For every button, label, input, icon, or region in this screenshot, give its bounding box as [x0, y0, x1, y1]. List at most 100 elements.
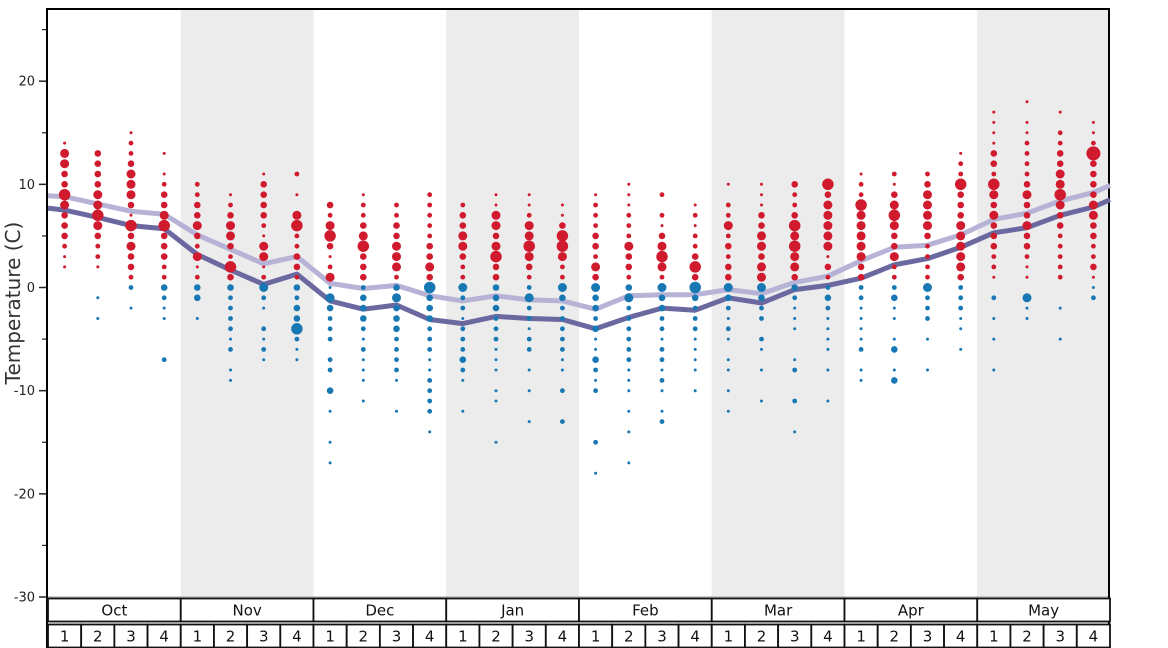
warm-temperature-dot: [127, 232, 135, 240]
month-label-apr: Apr: [898, 602, 925, 620]
cold-temperature-dot: [393, 284, 400, 291]
warm-temperature-dot: [161, 264, 167, 270]
cold-temperature-dot: [160, 284, 168, 291]
warm-temperature-dot: [194, 201, 201, 209]
cold-temperature-dot: [793, 317, 797, 320]
cold-temperature-dot: [161, 357, 167, 363]
warm-temperature-dot: [94, 150, 102, 157]
cold-temperature-dot: [162, 317, 166, 320]
warm-temperature-dot: [524, 231, 534, 241]
warm-temperature-dot: [1057, 233, 1063, 239]
y-tick-label: 10: [18, 178, 35, 193]
cold-temperature-dot: [426, 315, 434, 322]
cold-temperature-dot: [527, 368, 531, 372]
cold-temperature-dot: [726, 317, 730, 320]
month-label-dec: Dec: [365, 602, 394, 620]
warm-temperature-dot: [291, 219, 303, 232]
cold-temperature-dot: [294, 295, 300, 301]
warm-temperature-dot: [459, 222, 467, 229]
cold-temperature-dot: [858, 285, 864, 290]
cold-temperature-dot: [360, 315, 367, 322]
cold-temperature-dot: [627, 378, 631, 382]
warm-temperature-dot: [325, 221, 335, 231]
cold-temperature-dot: [760, 368, 763, 372]
axis-layer: 20 10 0 -10 -20 -30: [14, 8, 1110, 648]
cold-temperature-dot: [526, 316, 532, 321]
warm-temperature-dot: [856, 221, 866, 231]
cold-temperature-dot: [693, 389, 697, 393]
warm-temperature-dot: [427, 202, 433, 208]
warm-temperature-dot: [957, 273, 964, 281]
warm-temperature-dot: [627, 182, 631, 186]
warm-temperature-dot: [127, 263, 135, 271]
cold-temperature-dot: [527, 420, 531, 424]
warm-temperature-dot: [923, 200, 932, 210]
warm-temperature-dot: [990, 232, 998, 240]
warm-temperature-dot: [194, 232, 201, 240]
cold-temperature-dot: [560, 419, 565, 424]
warm-temperature-dot: [957, 191, 964, 198]
warm-temperature-dot: [1024, 171, 1030, 177]
cold-temperature-dot: [526, 305, 532, 311]
warm-temperature-dot: [990, 222, 998, 229]
week-label: 3: [259, 628, 269, 646]
warm-temperature-dot: [725, 273, 732, 281]
warm-temperature-dot: [693, 224, 697, 228]
warm-temperature-dot: [294, 233, 300, 239]
warm-temperature-dot: [61, 181, 68, 188]
warm-temperature-dot: [1025, 131, 1029, 135]
warm-temperature-dot: [128, 151, 134, 156]
average-lines-layer: [47, 183, 1111, 332]
cold-temperature-dot: [658, 294, 666, 302]
warm-temperature-dot: [659, 192, 665, 198]
warm-temperature-dot: [95, 243, 101, 249]
warm-temperature-dot: [61, 222, 68, 229]
cold-temperature-dot: [726, 368, 730, 372]
warm-temperature-dot: [1023, 242, 1031, 250]
warm-temperature-dot: [160, 232, 168, 240]
warm-temperature-dot: [324, 230, 336, 242]
warm-temperature-dot: [224, 261, 237, 273]
warm-temperature-dot: [1024, 254, 1030, 259]
cold-temperature-dot: [393, 315, 400, 322]
cold-temperature-dot: [328, 440, 332, 444]
warm-temperature-dot: [194, 192, 200, 198]
warm-temperature-dot: [127, 201, 135, 209]
warm-temperature-dot: [858, 181, 864, 187]
cold-temperature-dot: [427, 378, 433, 383]
warm-temperature-dot: [923, 190, 932, 200]
warm-temperature-dot: [1090, 191, 1097, 198]
y-tick-label: -30: [14, 591, 35, 606]
cold-temperature-dot: [992, 317, 996, 320]
cold-temperature-dot: [659, 316, 665, 321]
cold-temperature-dot: [726, 337, 730, 341]
warm-temperature-dot: [494, 203, 498, 207]
warm-temperature-dot: [591, 262, 601, 272]
warm-temperature-dot: [925, 264, 930, 270]
warm-temperature-dot: [1090, 181, 1097, 188]
warm-temperature-dot: [624, 241, 634, 251]
cold-temperature-dot: [825, 305, 831, 311]
warm-temperature-dot: [659, 274, 665, 280]
warm-temperature-dot: [526, 274, 532, 280]
month-band-mar: [711, 10, 845, 597]
warm-temperature-dot: [1055, 179, 1065, 189]
cold-temperature-dot: [726, 389, 730, 393]
warm-temperature-dot: [128, 140, 134, 146]
month-label-jan: Jan: [500, 602, 524, 620]
cold-temperature-dot: [1091, 286, 1095, 289]
warm-temperature-dot: [593, 254, 598, 259]
cold-temperature-dot: [229, 337, 232, 341]
warm-temperature-dot: [93, 221, 103, 231]
warm-temperature-dot: [557, 252, 567, 262]
warm-temperature-dot: [991, 254, 997, 259]
cold-temperature-dot: [559, 294, 566, 302]
cold-temperature-dot: [759, 316, 764, 321]
cold-temperature-dot: [360, 285, 366, 290]
warm-temperature-dot: [1088, 200, 1098, 210]
warm-temperature-dot: [195, 265, 199, 269]
warm-temperature-dot: [393, 222, 400, 229]
month-label-oct: Oct: [101, 602, 127, 620]
cold-temperature-dot: [560, 336, 565, 342]
cold-temperature-dot: [859, 306, 863, 310]
